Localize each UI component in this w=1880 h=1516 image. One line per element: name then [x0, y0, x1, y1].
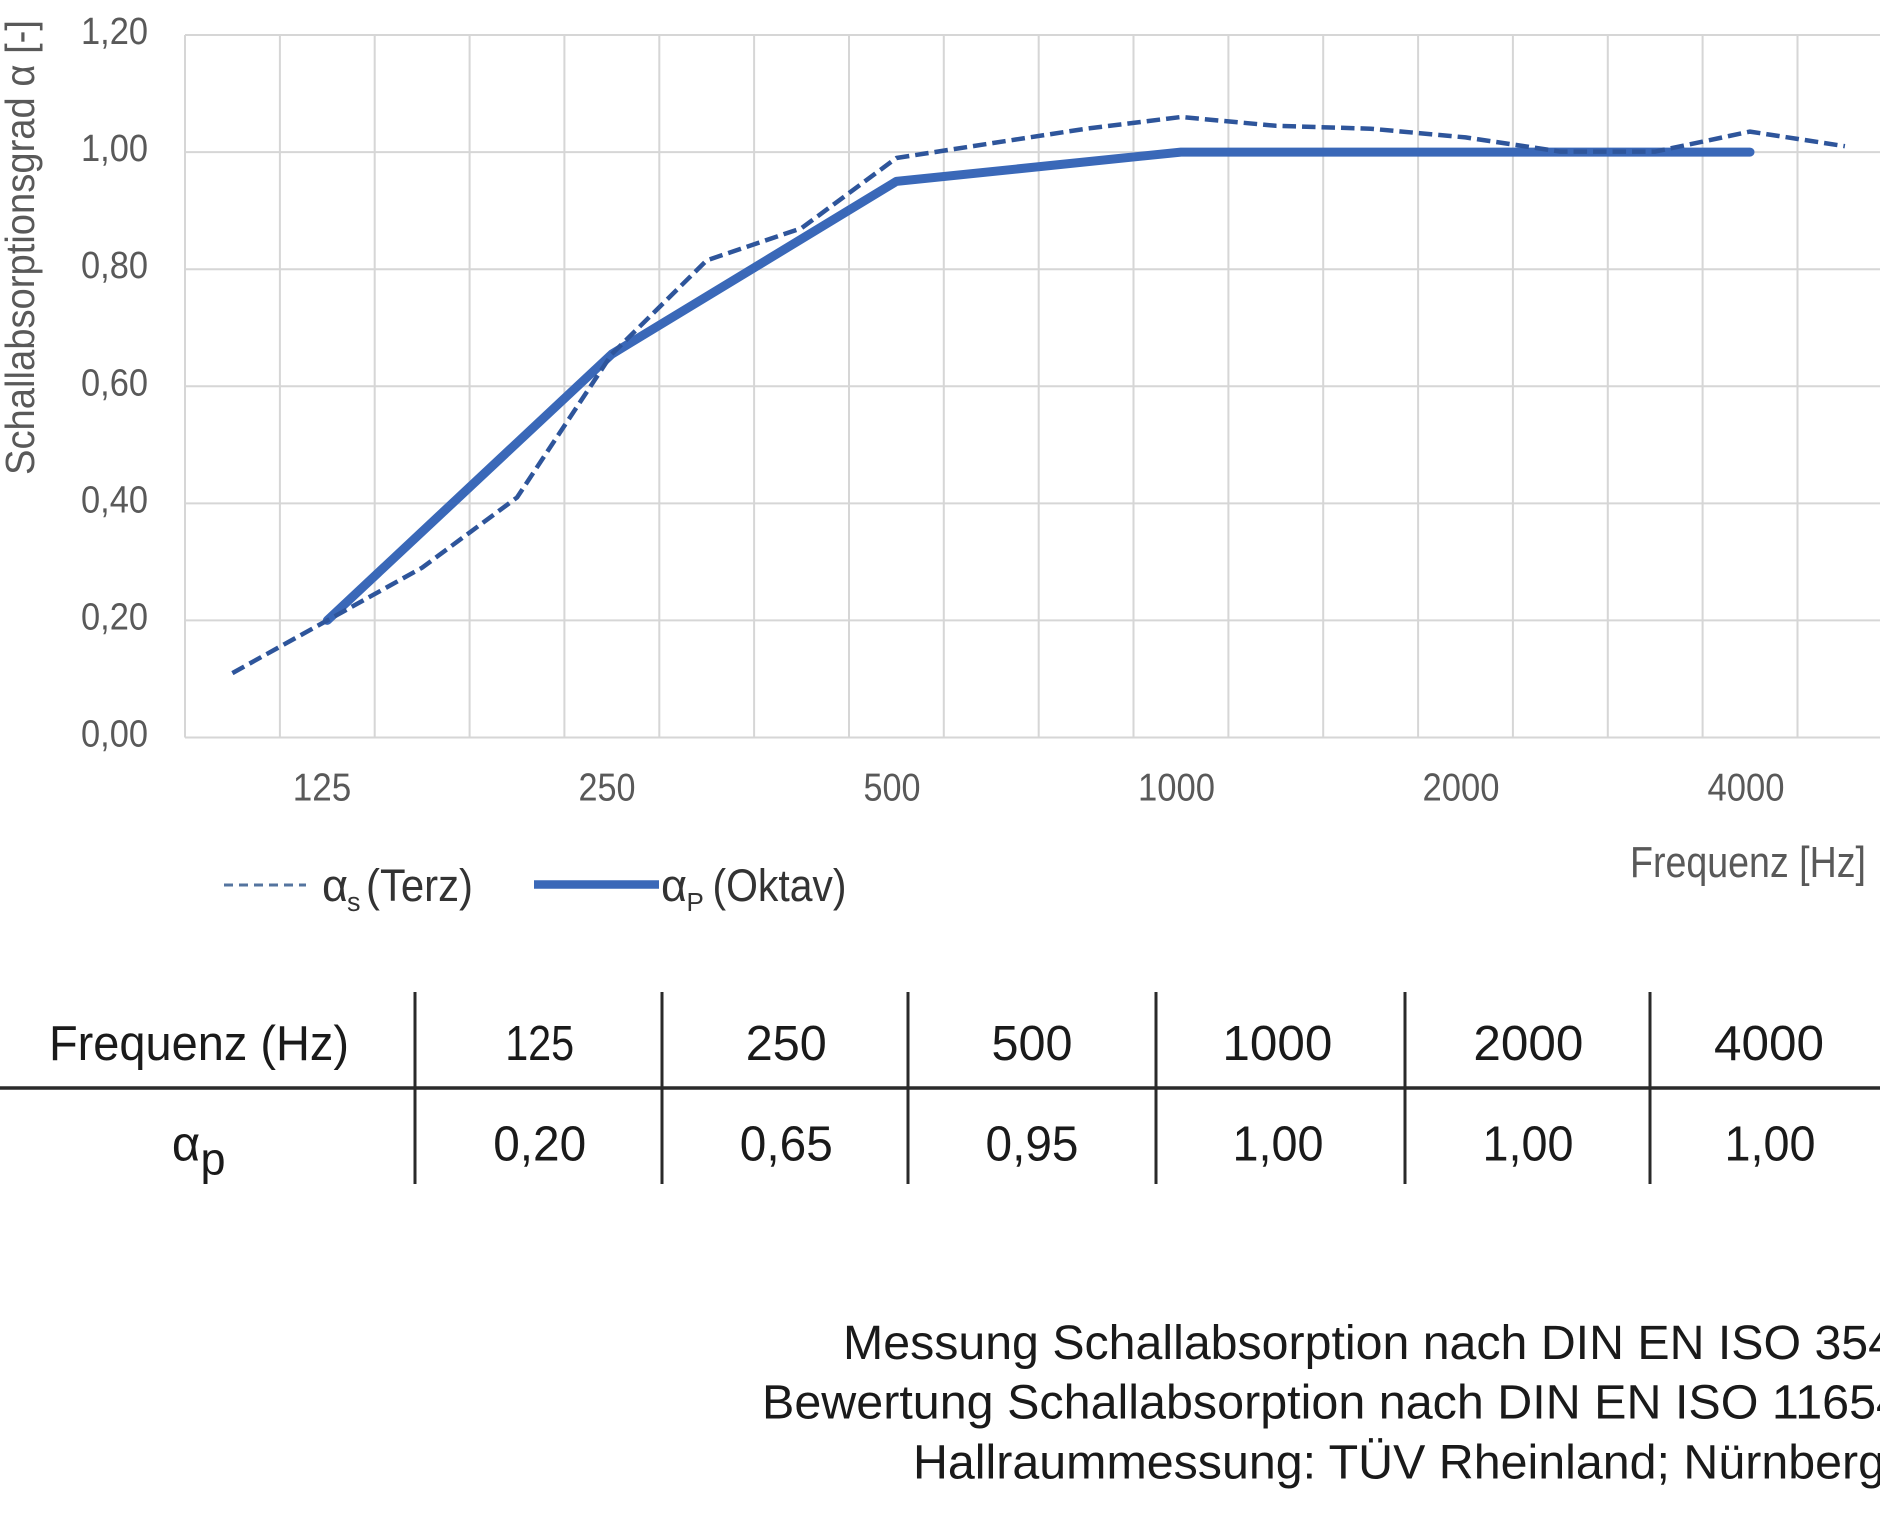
- svg-text:0,20: 0,20: [81, 596, 148, 638]
- svg-text:1,00: 1,00: [81, 128, 148, 170]
- svg-text:α: α: [322, 860, 348, 911]
- svg-text:250: 250: [579, 767, 636, 810]
- svg-text:0,80: 0,80: [81, 245, 148, 287]
- svg-text:125: 125: [505, 1017, 574, 1071]
- svg-text:0,20: 0,20: [493, 1118, 586, 1172]
- svg-text:Frequenz (Hz): Frequenz (Hz): [49, 1017, 349, 1071]
- svg-text:α: α: [172, 1118, 200, 1172]
- svg-text:0,95: 0,95: [986, 1118, 1079, 1172]
- svg-text:α: α: [661, 860, 687, 911]
- svg-text:500: 500: [864, 767, 921, 810]
- svg-text:0,40: 0,40: [81, 479, 148, 521]
- svg-text:0,65: 0,65: [740, 1118, 833, 1172]
- svg-text:(Terz): (Terz): [366, 860, 473, 911]
- svg-text:2000: 2000: [1473, 1017, 1583, 1071]
- svg-text:1000: 1000: [1222, 1017, 1332, 1071]
- svg-text:250: 250: [746, 1017, 827, 1071]
- svg-text:P: P: [687, 887, 704, 917]
- svg-text:1,20: 1,20: [81, 11, 148, 53]
- svg-text:1,00: 1,00: [1725, 1118, 1816, 1172]
- svg-text:Bewertung Schallabsorption nac: Bewertung Schallabsorption nach DIN EN I…: [762, 1377, 1880, 1430]
- svg-text:(Oktav): (Oktav): [713, 860, 847, 911]
- svg-text:Messung Schallabsorption nach: Messung Schallabsorption nach DIN EN ISO…: [843, 1317, 1880, 1370]
- svg-text:4000: 4000: [1708, 767, 1785, 810]
- svg-text:Schallabsorptionsgrad α [-]: Schallabsorptionsgrad α [-]: [0, 20, 43, 475]
- svg-text:0,60: 0,60: [81, 362, 148, 404]
- svg-text:Frequenz [Hz]: Frequenz [Hz]: [1630, 838, 1866, 887]
- svg-text:4000: 4000: [1714, 1017, 1824, 1071]
- svg-text:s: s: [347, 887, 361, 917]
- svg-text:2000: 2000: [1423, 767, 1500, 810]
- svg-text:Hallraummessung: TÜV Rheinland: Hallraummessung: TÜV Rheinland; Nürnberg: [913, 1436, 1880, 1489]
- svg-text:p: p: [200, 1134, 225, 1185]
- svg-text:1,00: 1,00: [1483, 1118, 1574, 1172]
- svg-text:1,00: 1,00: [1233, 1118, 1324, 1172]
- svg-text:500: 500: [992, 1017, 1073, 1071]
- svg-text:0,00: 0,00: [81, 714, 148, 756]
- svg-text:1000: 1000: [1138, 767, 1215, 810]
- svg-text:125: 125: [293, 767, 352, 810]
